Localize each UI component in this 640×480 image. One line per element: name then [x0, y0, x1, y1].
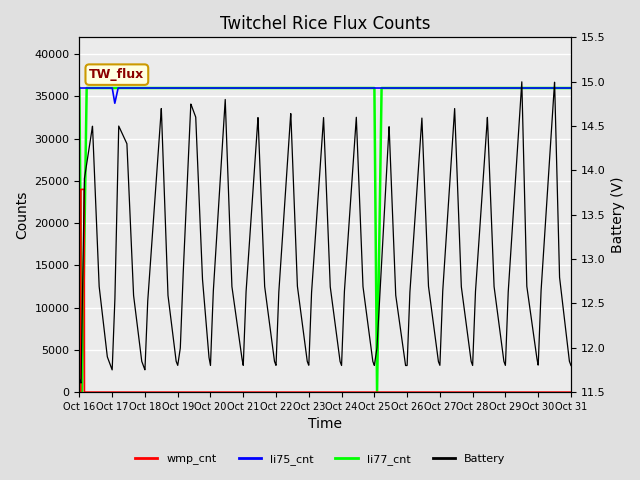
Text: TW_flux: TW_flux	[89, 68, 145, 81]
Legend: wmp_cnt, li75_cnt, li77_cnt, Battery: wmp_cnt, li75_cnt, li77_cnt, Battery	[131, 450, 509, 469]
Y-axis label: Counts: Counts	[15, 191, 29, 239]
Title: Twitchel Rice Flux Counts: Twitchel Rice Flux Counts	[220, 15, 431, 33]
Y-axis label: Battery (V): Battery (V)	[611, 177, 625, 253]
X-axis label: Time: Time	[308, 418, 342, 432]
